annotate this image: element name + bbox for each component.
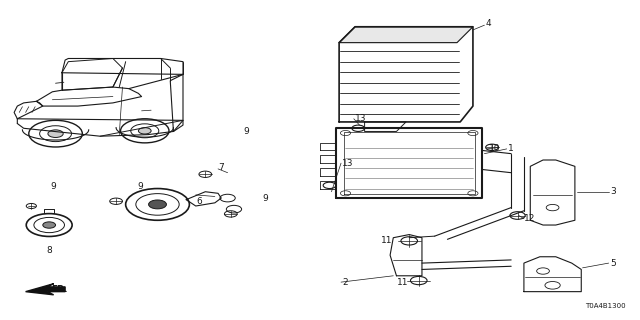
Text: 9: 9 — [51, 182, 56, 191]
Text: 13: 13 — [342, 159, 354, 168]
Circle shape — [138, 128, 151, 134]
Text: 6: 6 — [196, 197, 202, 206]
Text: 11: 11 — [396, 278, 408, 287]
Text: 9: 9 — [137, 182, 143, 191]
Text: 9: 9 — [262, 194, 268, 203]
Circle shape — [148, 200, 166, 209]
Polygon shape — [26, 284, 65, 295]
Text: 1: 1 — [508, 144, 514, 153]
Text: 3: 3 — [610, 187, 616, 196]
Text: 5: 5 — [610, 259, 616, 268]
Text: 7: 7 — [218, 164, 224, 172]
Circle shape — [48, 130, 63, 138]
Polygon shape — [339, 27, 473, 43]
Text: 2: 2 — [342, 278, 348, 287]
Text: 12: 12 — [524, 214, 535, 223]
Text: 9: 9 — [244, 127, 250, 136]
Text: 8: 8 — [46, 246, 52, 255]
Text: FR.: FR. — [51, 285, 68, 294]
Circle shape — [43, 222, 56, 228]
Text: T0A4B1300: T0A4B1300 — [585, 303, 626, 309]
Text: 11: 11 — [381, 236, 392, 245]
Text: 13: 13 — [355, 114, 367, 123]
Text: 4: 4 — [486, 19, 492, 28]
Text: 10: 10 — [489, 144, 500, 153]
